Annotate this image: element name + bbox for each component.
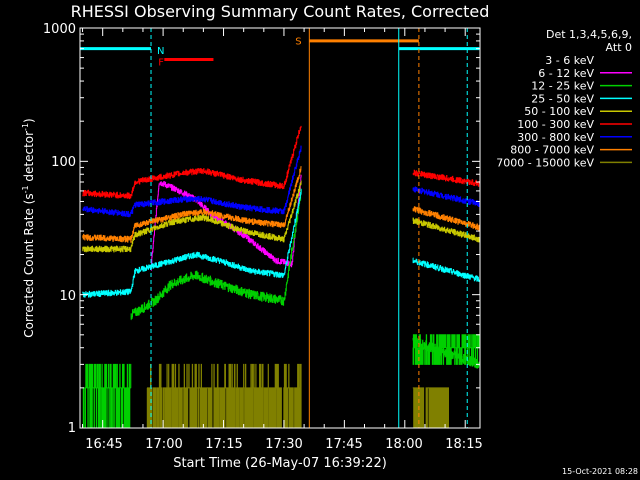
x-tick-label: 18:00 — [385, 437, 422, 452]
series-line — [412, 334, 480, 365]
legend-entry-label: 300 - 800 keV — [517, 131, 594, 144]
legend-header-detectors: Det 1,3,4,5,6,9, — [546, 28, 632, 41]
x-axis-label: Start Time (26-May-07 16:39:22) — [173, 456, 387, 471]
y-tick-label-1: 1 — [68, 421, 76, 436]
legend-entry-label: 3 - 6 keV — [545, 54, 594, 67]
y-tick-label-1000: 1000 — [43, 22, 76, 37]
x-tick-label: 17:30 — [265, 437, 302, 452]
legend-entry-label: 800 - 7000 keV — [510, 144, 594, 157]
y-tick-label-10: 10 — [59, 289, 76, 304]
plot-frame — [79, 27, 481, 429]
x-tick-label: 17:45 — [325, 437, 362, 452]
series-line — [412, 217, 480, 243]
series-line — [82, 125, 302, 200]
legend-entry-label: 6 - 12 keV — [538, 67, 594, 80]
series-line — [82, 188, 302, 298]
legend-entry-label: 50 - 100 keV — [524, 105, 594, 118]
chart-title: RHESSI Observing Summary Count Rates, Co… — [71, 2, 490, 21]
data-layer: NF S — [80, 28, 480, 429]
y-ticks — [80, 33, 480, 429]
y-tick-label-100: 100 — [51, 155, 76, 170]
series-line — [412, 169, 480, 187]
legend-header-attenuator: Att 0 — [606, 41, 632, 54]
legend-entry-label: 12 - 25 keV — [531, 80, 594, 93]
series-line — [130, 189, 302, 321]
x-tick-label: 18:15 — [445, 437, 482, 452]
series-line — [82, 145, 302, 218]
x-tick-label: 17:00 — [145, 437, 182, 452]
flag-label-S: S — [295, 37, 301, 48]
x-tick-label: 17:15 — [205, 437, 242, 452]
flag-label-N: N — [157, 46, 164, 57]
series-line — [82, 166, 302, 243]
y-axis-label: Corrected Count Rate (s-1 detector-1) — [21, 118, 36, 337]
series-line — [82, 180, 302, 253]
series-line — [412, 186, 480, 207]
plot-timestamp: 15-Oct-2021 08:28 — [562, 467, 638, 476]
series-line — [412, 387, 449, 429]
flag-label-F: F — [158, 57, 164, 68]
legend-entry-label: 7000 - 15000 keV — [496, 156, 594, 169]
legend-entry-label: 100 - 300 keV — [517, 118, 594, 131]
series-line — [412, 206, 480, 231]
series-line — [412, 257, 480, 282]
x-tick-label: 16:45 — [85, 437, 122, 452]
x-ticks — [82, 28, 466, 428]
legend-entry-label: 25 - 50 keV — [531, 92, 594, 105]
